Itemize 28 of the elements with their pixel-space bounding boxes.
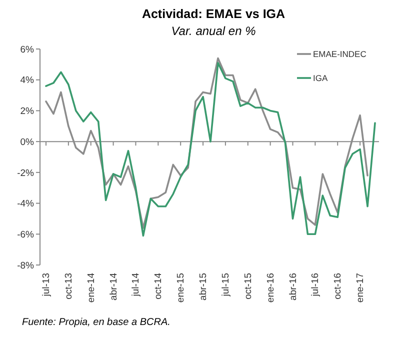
chart-subtitle: Var. anual en % [171, 24, 256, 38]
x-tick-label: jul-15 [220, 273, 232, 298]
x-tick-label: oct-13 [63, 273, 74, 300]
x-tick-label: oct-16 [332, 273, 344, 300]
y-tick-label: 4% [20, 75, 35, 86]
x-tick-label: oct-14 [153, 273, 164, 300]
x-tick-label: abr-15 [198, 273, 210, 300]
y-tick-label: 0% [20, 136, 35, 148]
y-tick-label: -8% [17, 260, 35, 272]
x-tick-label: jul-13 [41, 273, 52, 298]
y-tick-label: 2% [20, 106, 35, 118]
y-tick-label: -2% [17, 168, 35, 179]
legend-label: IGA [313, 72, 328, 83]
x-tick-label: ene-17 [355, 273, 366, 303]
x-tick-label: abr-14 [108, 273, 120, 300]
x-tick-label: ene-16 [265, 273, 276, 303]
chart-title: Actividad: EMAE vs IGA [142, 7, 286, 21]
y-tick-label: 6% [20, 44, 35, 56]
x-tick-label: ene-14 [86, 273, 97, 303]
x-tick-label: jul-16 [310, 273, 322, 298]
x-tick-label: ene-15 [176, 273, 187, 303]
y-tick-label: -4% [17, 198, 35, 210]
source-note: Fuente: Propia, en base a BCRA. [22, 317, 170, 328]
x-tick-label: jul-14 [130, 273, 142, 298]
legend-label: EMAE-INDEC [313, 48, 366, 59]
x-tick-label: oct-15 [242, 273, 254, 300]
x-tick-label: abr-16 [288, 273, 299, 300]
y-tick-label: -6% [17, 229, 35, 240]
